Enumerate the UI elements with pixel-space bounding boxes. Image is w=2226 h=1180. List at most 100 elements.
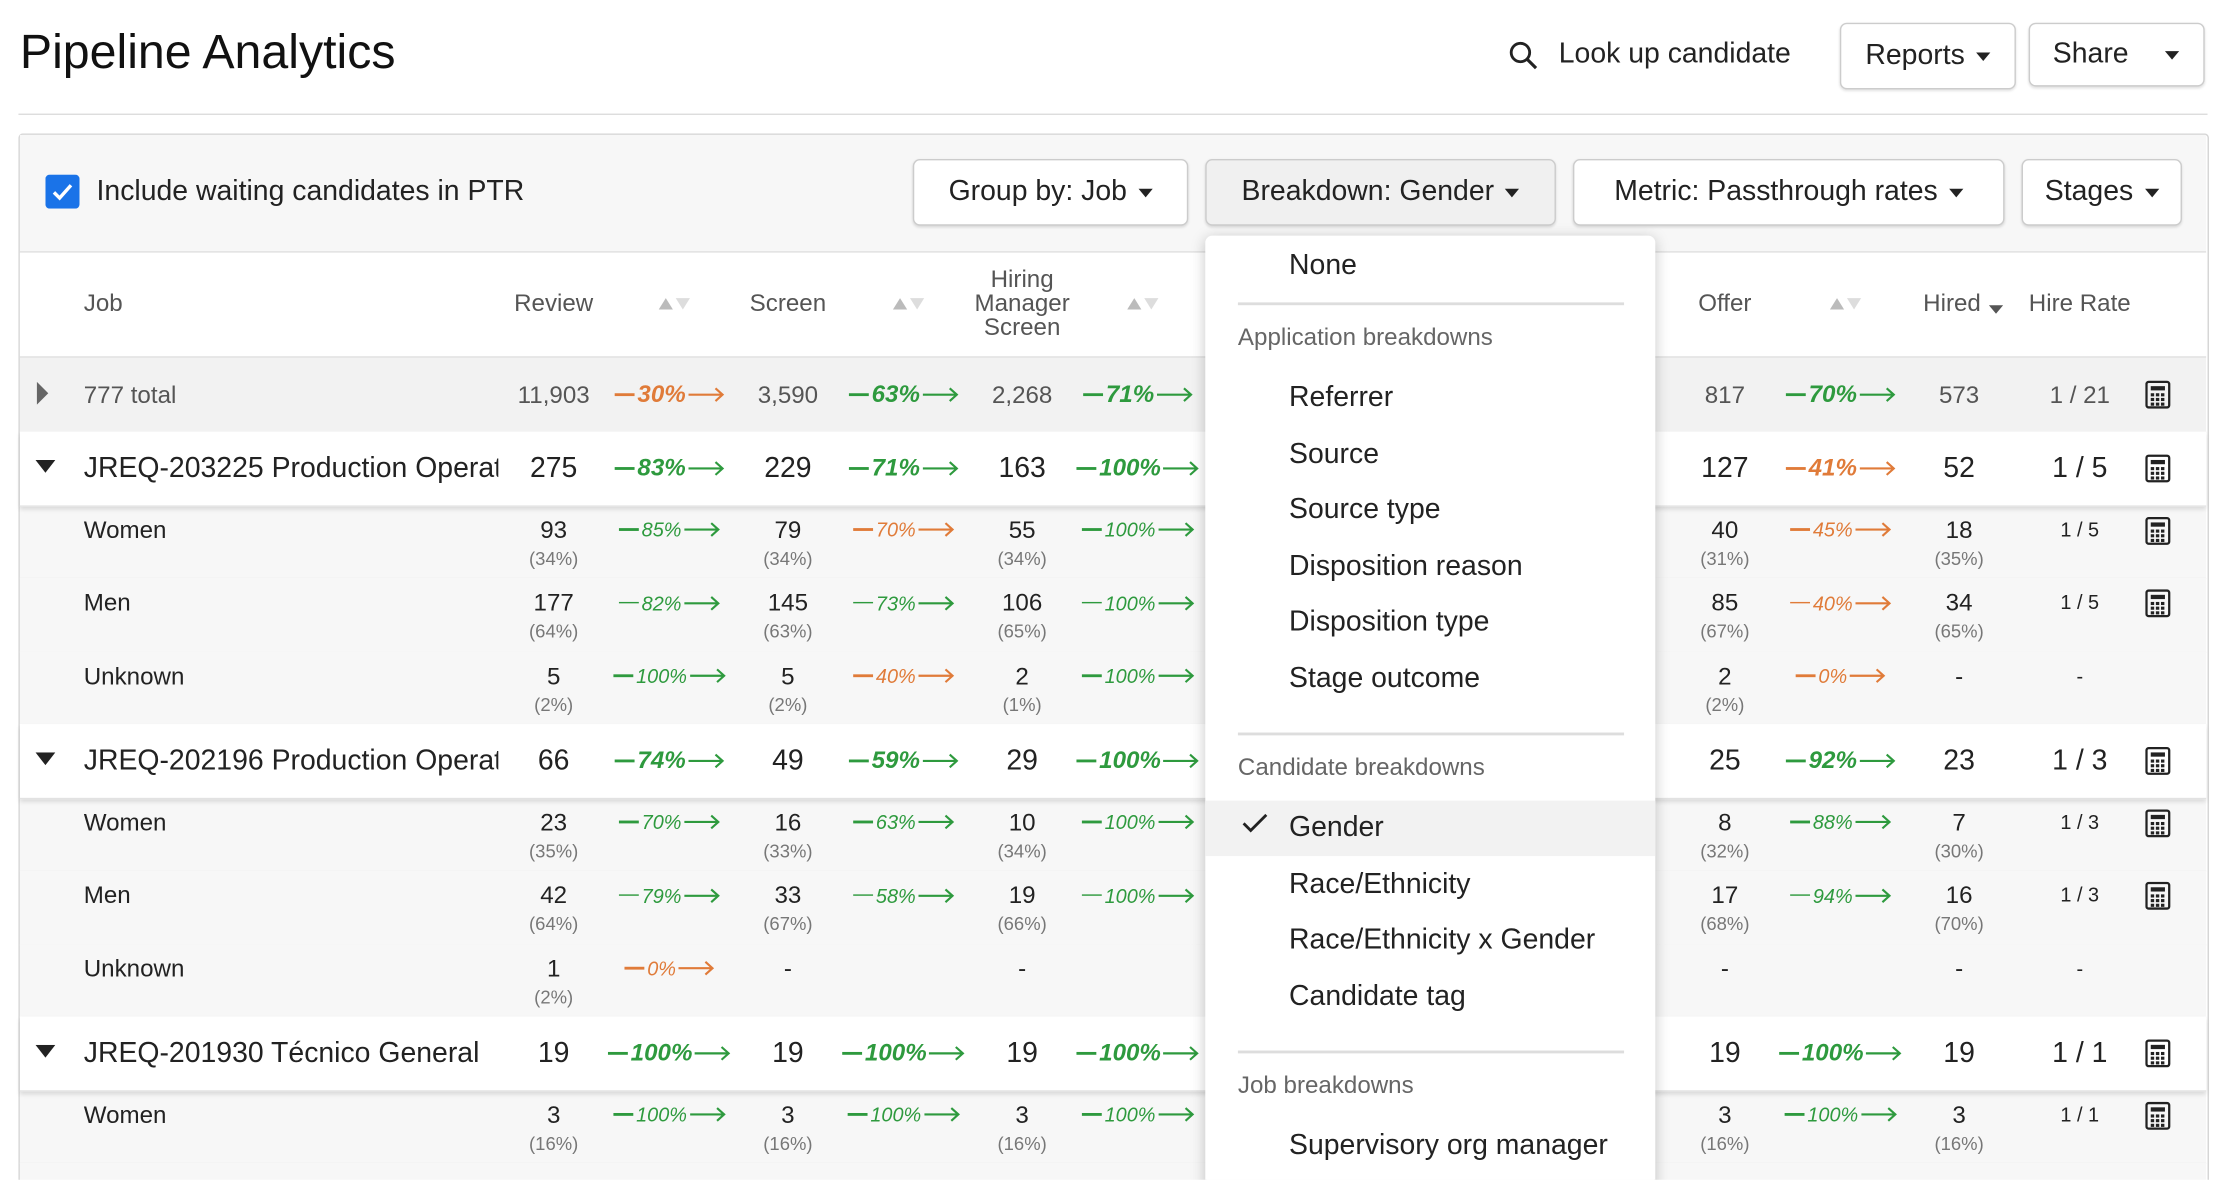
count: 163 <box>998 452 1046 484</box>
rate-dash <box>853 820 874 824</box>
share: (67%) <box>763 912 813 935</box>
row-label: 777 total <box>83 381 177 409</box>
menu-item[interactable]: Gender <box>1289 812 1384 844</box>
expand-toggle <box>36 381 49 405</box>
rate-dash <box>853 894 874 897</box>
menu-divider <box>1237 302 1625 305</box>
group-by-button[interactable]: Group by: Job <box>912 158 1189 226</box>
rate-arrow <box>689 668 726 683</box>
share: (34%) <box>997 839 1047 862</box>
rate-arrow <box>1855 814 1892 830</box>
count: 19 <box>1008 881 1036 909</box>
passthrough-rate: 100% <box>613 1101 726 1128</box>
passthrough-rate: 70% <box>1785 380 1897 408</box>
share: (63%) <box>763 620 813 642</box>
rate-arrow <box>684 595 720 610</box>
rate-dash <box>1790 820 1811 824</box>
share: (70%) <box>1934 912 1984 935</box>
hire-rate: - <box>2076 956 2084 979</box>
group-row[interactable]: JREQ-201930 Técnico General 19 19 19 19 19 100… <box>19 1016 2207 1091</box>
rate-dash <box>624 967 645 970</box>
rate-text: 100% <box>636 1103 687 1126</box>
row-label: Women <box>83 808 167 836</box>
menu-item[interactable]: Candidate tag <box>1289 980 1466 1012</box>
column-header: Offer <box>1698 289 1752 317</box>
rate-dash <box>847 1113 868 1116</box>
passthrough-rate: 63% <box>848 380 960 408</box>
caret <box>2165 50 2180 59</box>
count: 19 <box>1709 1037 1741 1069</box>
share: (32%) <box>1700 839 1750 862</box>
passthrough-rate: 100% <box>1076 1037 1200 1068</box>
rate-dash <box>1076 1051 1097 1055</box>
lookup-link[interactable]: Look up candidate <box>1558 38 1791 70</box>
menu-item[interactable]: Referrer <box>1289 381 1394 414</box>
passthrough-rate: 63% <box>853 808 955 835</box>
rate-dash <box>613 674 634 677</box>
breakdown-button[interactable]: Breakdown: Gender <box>1205 158 1556 226</box>
passthrough-rate: 100% <box>1779 1037 1903 1068</box>
hire-rate: 1 / 1 <box>2060 1102 2100 1126</box>
metric-button[interactable]: Metric: Passthrough rates <box>1572 158 2005 226</box>
search-icon[interactable] <box>1508 40 1539 71</box>
group-row[interactable]: JREQ-202196 Production Operator 66 49 29 25 2… <box>19 724 2207 799</box>
share-button[interactable]: Share <box>2028 22 2205 87</box>
rate-arrow <box>929 1045 966 1061</box>
share: (16%) <box>763 1132 813 1154</box>
rate-text: 100% <box>1099 1038 1161 1066</box>
menu-item[interactable]: Source <box>1289 437 1380 470</box>
share: (68%) <box>1700 912 1750 935</box>
rate-text: 100% <box>1104 664 1156 688</box>
rate-dash <box>848 467 869 470</box>
stages-button[interactable]: Stages <box>2021 158 2182 226</box>
menu-item[interactable]: Race/Ethnicity x Gender <box>1289 924 1596 956</box>
rate-arrow <box>684 522 720 537</box>
check-mark <box>1242 813 1268 833</box>
menu-item[interactable]: Disposition reason <box>1289 550 1523 582</box>
rate-arrow <box>1157 387 1193 402</box>
menu-item[interactable]: Supervisory org manager <box>1289 1130 1608 1162</box>
button-label: Breakdown: Gender <box>1241 176 1495 208</box>
hire-rate: 1 / 3 <box>2052 744 2108 777</box>
rate-text: 70% <box>1808 380 1857 408</box>
count: 817 <box>1704 381 1746 409</box>
menu-item[interactable]: Source type <box>1289 494 1441 526</box>
total-row[interactable]: 777 total 11,903 3,590 2,268 817 573 30% 63% 71%… <box>19 357 2207 433</box>
count: 29 <box>1006 744 1038 777</box>
menu-item[interactable]: Race/Ethnicity <box>1289 868 1471 900</box>
passthrough-rate: 30% <box>614 380 726 408</box>
calculator-icon <box>2145 380 2171 409</box>
rate-dash <box>618 894 639 897</box>
hire-rate: 1 / 5 <box>2060 590 2100 614</box>
rate-arrow <box>1158 668 1194 683</box>
calculator-icon <box>2145 516 2171 545</box>
rate-arrow <box>924 1107 960 1122</box>
rate-text: 30% <box>637 380 686 408</box>
count: 19 <box>1943 1037 1975 1069</box>
rate-dash <box>1790 528 1811 531</box>
menu-item[interactable]: Stage outcome <box>1289 662 1481 694</box>
rate-dash <box>1081 1113 1102 1116</box>
reports-button[interactable]: Reports <box>1839 22 2016 90</box>
rate-dash <box>618 601 639 604</box>
group-row[interactable]: JREQ-203225 Production Operator 275 229 163… <box>19 431 2207 507</box>
count: 25 <box>1709 744 1741 777</box>
rate-arrow <box>684 887 720 903</box>
column-header: Hire Rate <box>2028 289 2131 317</box>
expand-toggle <box>35 752 56 766</box>
rate-arrow <box>918 814 955 830</box>
menu-divider <box>1237 1050 1625 1053</box>
count: 19 <box>537 1037 570 1069</box>
menu-item[interactable]: Disposition type <box>1289 606 1490 638</box>
row-label: Women <box>83 516 167 544</box>
count: 127 <box>1701 452 1749 484</box>
rate-arrow <box>1859 387 1896 402</box>
rate-text: 100% <box>1104 810 1156 834</box>
rate-text: 70% <box>641 810 682 834</box>
menu-item[interactable]: None <box>1289 249 1357 282</box>
button-label: Metric: Passthrough rates <box>1614 176 1938 208</box>
checkbox[interactable] <box>45 174 80 209</box>
rate-arrow <box>695 1045 731 1061</box>
count: - <box>1955 954 1964 982</box>
rate-arrow <box>1158 595 1194 610</box>
